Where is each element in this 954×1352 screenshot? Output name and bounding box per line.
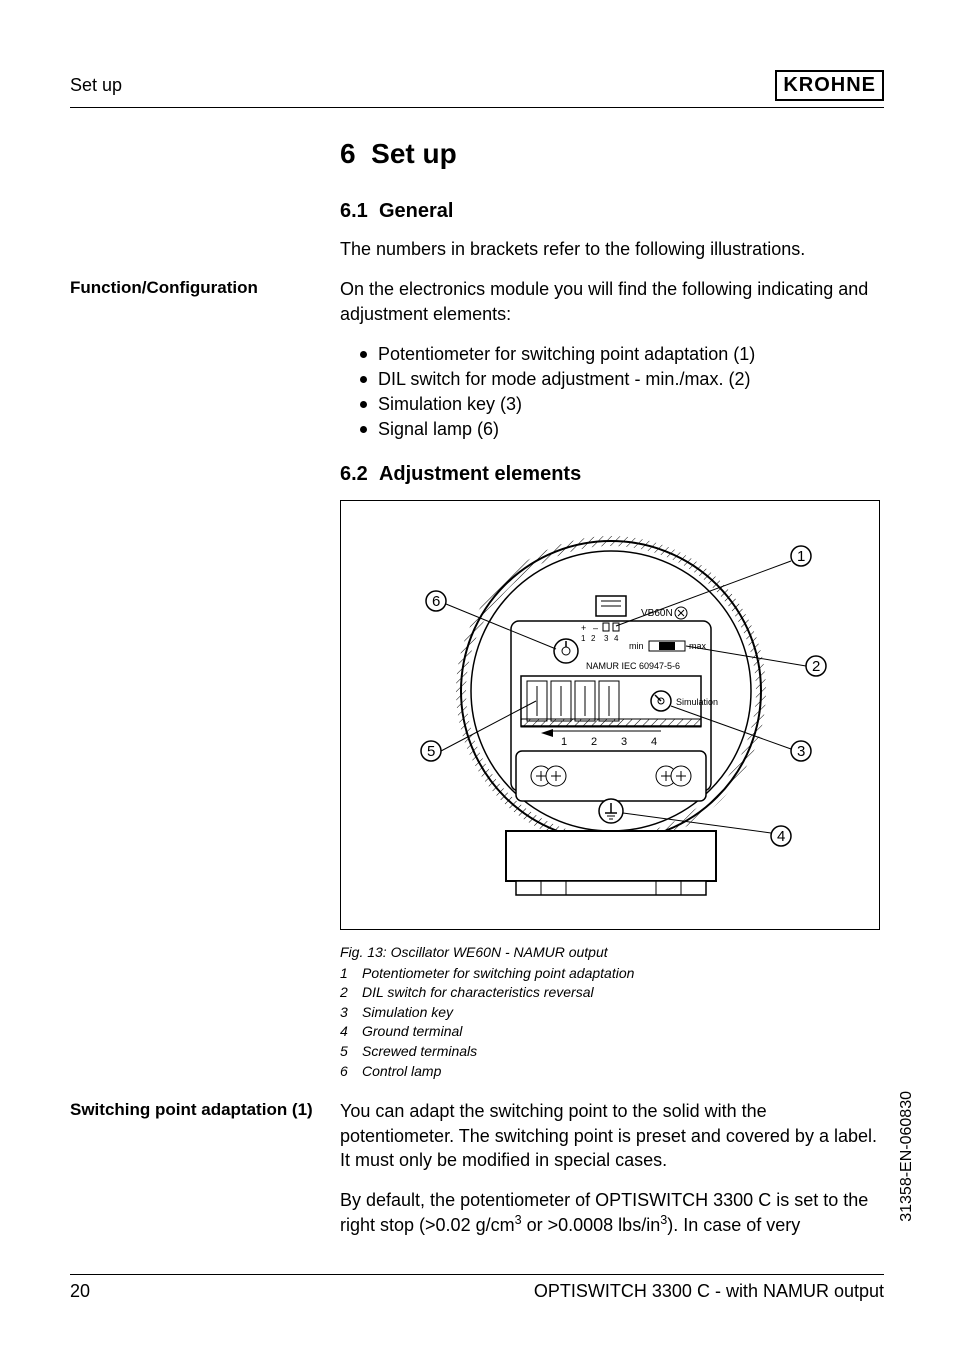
- svg-text:3: 3: [604, 634, 609, 643]
- figure-13-diagram: VB60N + – 1 2 3 4: [340, 500, 880, 930]
- figure-legend: 1Potentiometer for switching point adapt…: [340, 964, 884, 1082]
- figure-caption: Fig. 13: Oscillator WE60N - NAMUR output: [340, 944, 884, 960]
- bullet-item: DIL switch for mode adjustment - min./ma…: [360, 367, 884, 392]
- section-6-1-bullets: Potentiometer for switching point adapta…: [340, 342, 884, 443]
- para-switching-1: You can adapt the switching point to the…: [340, 1099, 884, 1172]
- bullet-item: Potentiometer for switching point adapta…: [360, 342, 884, 367]
- svg-text:5: 5: [427, 743, 435, 760]
- section-6-1-heading: 6.1 General: [340, 200, 884, 223]
- svg-text:4: 4: [614, 634, 619, 643]
- svg-text:Simulation: Simulation: [676, 697, 718, 707]
- svg-text:3: 3: [621, 736, 627, 748]
- page-number: 20: [70, 1281, 90, 1302]
- svg-text:1: 1: [561, 736, 567, 748]
- header-section-name: Set up: [70, 75, 122, 96]
- chapter-heading: 6 Set up: [340, 138, 884, 170]
- para-switching-2: By default, the potentiometer of OPTISWI…: [340, 1188, 884, 1238]
- footer-doc-title: OPTISWITCH 3300 C - with NAMUR output: [534, 1281, 884, 1302]
- svg-text:+: +: [581, 623, 586, 633]
- section-6-1-lead: On the electronics module you will find …: [340, 277, 884, 326]
- svg-text:4: 4: [777, 828, 785, 845]
- margin-label-switching-point: Switching point adaptation (1): [70, 1099, 320, 1121]
- page-footer: 20 OPTISWITCH 3300 C - with NAMUR output: [70, 1274, 884, 1302]
- svg-text:6: 6: [432, 593, 440, 610]
- bullet-item: Simulation key (3): [360, 392, 884, 417]
- brand-logo: KROHNE: [775, 70, 884, 101]
- svg-text:4: 4: [651, 736, 657, 748]
- svg-text:max: max: [689, 641, 707, 651]
- page-header: Set up KROHNE: [70, 70, 884, 108]
- bullet-item: Signal lamp (6): [360, 417, 884, 442]
- margin-label-function-config: Function/Configuration: [70, 277, 320, 299]
- svg-text:2: 2: [591, 634, 596, 643]
- svg-text:2: 2: [591, 736, 597, 748]
- document-code-vertical: 31358-EN-060830: [898, 1091, 916, 1222]
- svg-text:2: 2: [812, 658, 820, 675]
- svg-text:1: 1: [797, 548, 805, 565]
- svg-text:min: min: [629, 641, 644, 651]
- section-6-1-intro: The numbers in brackets refer to the fol…: [340, 237, 884, 261]
- svg-text:3: 3: [797, 743, 805, 760]
- diagram-label-model: VB60N: [641, 608, 673, 619]
- svg-text:–: –: [593, 623, 598, 633]
- svg-text:NAMUR IEC 60947-5-6: NAMUR IEC 60947-5-6: [586, 661, 680, 671]
- section-6-2-heading: 6.2 Adjustment elements: [340, 463, 884, 486]
- svg-text:1: 1: [581, 634, 586, 643]
